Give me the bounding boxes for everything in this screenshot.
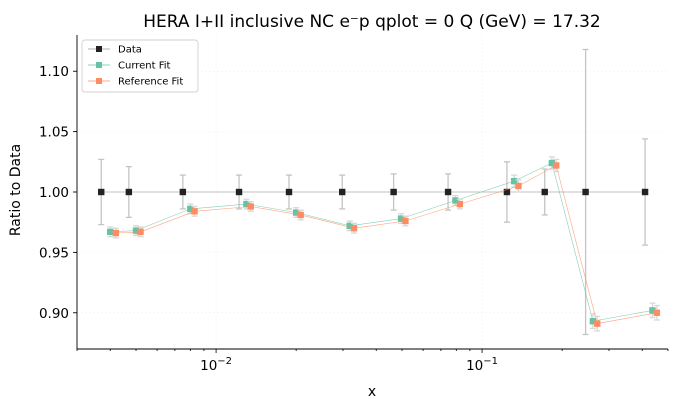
data-point — [243, 200, 250, 208]
data-point — [350, 225, 358, 232]
legend-item: Data — [88, 45, 142, 56]
data-point — [285, 188, 293, 196]
data-point — [98, 188, 105, 196]
data-point — [456, 200, 464, 208]
data-point — [582, 188, 589, 196]
legend-item: Reference Fit — [88, 77, 183, 88]
x-axis-label: x — [368, 384, 376, 400]
data-point — [641, 188, 649, 196]
legend-label: Current Fit — [118, 61, 171, 72]
series-layer — [98, 48, 661, 336]
data-point — [594, 320, 601, 327]
data-point — [292, 209, 300, 216]
data-point — [397, 215, 405, 222]
data-point — [503, 188, 511, 196]
y-tick-label: 1.05 — [39, 125, 69, 141]
series-data — [98, 48, 649, 336]
data-point — [191, 208, 198, 215]
series-line — [110, 162, 653, 322]
data-point — [510, 177, 518, 185]
data-point — [452, 197, 459, 204]
series-line — [115, 164, 657, 324]
legend-label: Reference Fit — [118, 77, 183, 88]
legend-frame — [81, 39, 199, 93]
legend-item: Current Fit — [88, 61, 171, 72]
data-point — [339, 188, 346, 196]
data-point — [187, 205, 194, 213]
data-point — [107, 228, 114, 236]
y-tick-label: 1.00 — [39, 185, 69, 201]
data-point — [112, 229, 120, 237]
data-point — [553, 162, 560, 169]
data-point — [179, 188, 187, 196]
data-point — [137, 228, 144, 236]
legend-marker — [96, 78, 102, 84]
data-point — [541, 188, 548, 196]
chart-title: HERA I+II inclusive NC e⁻p qplot = 0 Q (… — [143, 12, 601, 32]
data-point — [649, 307, 656, 314]
data-point — [515, 182, 522, 190]
data-point — [346, 222, 353, 230]
y-tick-label: 0.90 — [39, 306, 69, 322]
y-tick-label: 1.10 — [39, 64, 69, 80]
data-point — [589, 318, 597, 325]
series-reference-fit — [112, 158, 661, 332]
data-point — [390, 188, 397, 196]
y-tick-label: 0.95 — [39, 245, 69, 261]
data-point — [247, 203, 254, 210]
legend-marker — [96, 62, 102, 68]
data-point — [653, 309, 661, 316]
series-current-fit — [107, 156, 656, 330]
data-point — [444, 188, 452, 196]
x-tick-label: 10−2 — [200, 356, 232, 374]
data-point — [235, 188, 243, 196]
y-axis-label: Ratio to Data — [8, 144, 24, 236]
data-point — [402, 217, 409, 225]
x-tick-label: 10−1 — [466, 356, 498, 374]
data-point — [297, 211, 304, 219]
data-point — [548, 159, 556, 167]
data-point — [132, 227, 140, 234]
data-point — [125, 188, 133, 196]
legend: Data Current Fit Reference Fit — [81, 39, 199, 93]
legend-marker — [96, 46, 102, 52]
legend-label: Data — [118, 45, 142, 56]
